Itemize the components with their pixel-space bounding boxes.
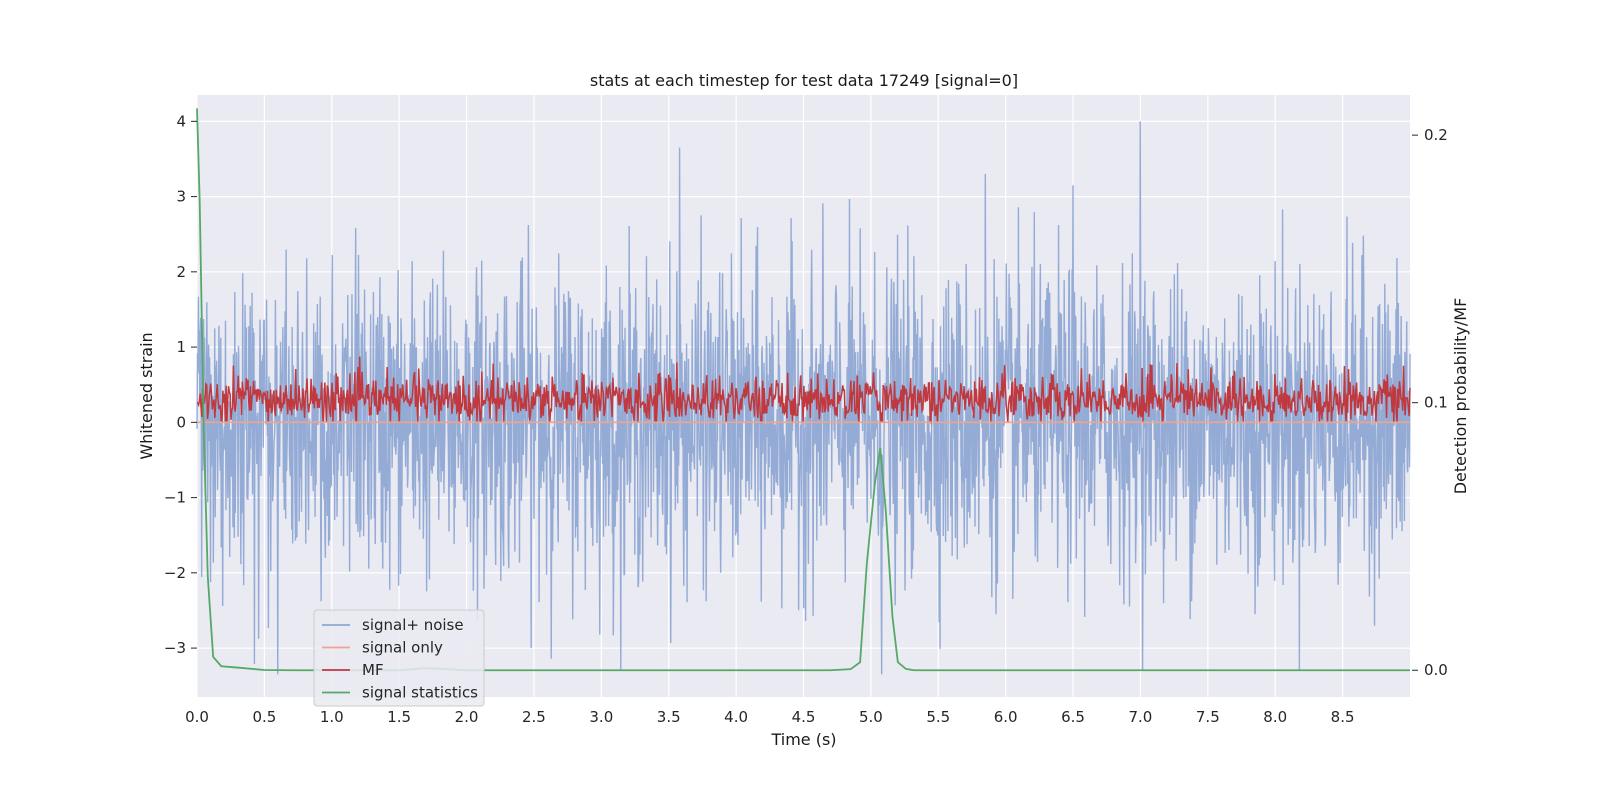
y-axis-ticks: −3 −2 −1 0 1 2 3 4 (164, 112, 197, 657)
legend-label: MF (362, 661, 384, 679)
legend-label: signal only (362, 639, 443, 657)
y-axis-label: Whitened strain (137, 332, 156, 459)
y-right-axis-label: Detection probability/MF (1451, 298, 1470, 495)
legend-box (313, 609, 485, 707)
y-right-tick-label: 0.1 (1424, 394, 1448, 412)
x-tick-label: 4.5 (792, 708, 816, 726)
y-tick-label: 1 (176, 338, 186, 356)
y-tick-label: 3 (176, 188, 186, 206)
series-signal-noise (196, 121, 1411, 675)
series-mf (196, 356, 1411, 426)
x-tick-label: 3.5 (657, 708, 681, 726)
x-tick-label: 4.0 (724, 708, 748, 726)
y-tick-label: −1 (164, 489, 186, 507)
x-tick-label: 1.5 (387, 708, 411, 726)
signal-statistics-line (196, 108, 1410, 672)
legend-label: signal+ noise (362, 616, 464, 634)
signal-noise-line (196, 121, 1411, 675)
y-tick-label: 4 (176, 112, 186, 130)
chart-title: stats at each timestep for test data 172… (590, 71, 1018, 90)
mf-line (196, 356, 1411, 426)
legend: signal+ noise signal only MF signal statist… (313, 609, 485, 707)
x-tick-label: 7.0 (1129, 708, 1153, 726)
y-tick-label: −3 (164, 639, 186, 657)
x-tick-label: 8.5 (1331, 708, 1355, 726)
x-tick-label: 8.0 (1263, 708, 1287, 726)
series-signal-statistics (196, 108, 1410, 672)
x-tick-label: 0.0 (185, 708, 209, 726)
x-tick-label: 6.0 (994, 708, 1018, 726)
y-tick-label: 0 (176, 413, 186, 431)
y-right-tick-label: 0.0 (1424, 661, 1448, 679)
x-tick-label: 0.5 (252, 708, 276, 726)
x-tick-label: 7.5 (1196, 708, 1220, 726)
x-tick-label: 2.5 (522, 708, 546, 726)
y-tick-label: 2 (176, 263, 186, 281)
x-tick-label: 2.0 (455, 708, 479, 726)
y-right-axis-ticks: 0.0 0.1 0.2 (1412, 126, 1448, 679)
x-axis-label: Time (s) (770, 730, 836, 749)
y-right-tick-label: 0.2 (1424, 126, 1448, 144)
x-tick-label: 1.0 (320, 708, 344, 726)
x-tick-label: 5.5 (926, 708, 950, 726)
x-axis-ticks: 0.0 0.5 1.0 1.5 2.0 2.5 3.0 3.5 4.0 4.5 5.0 5.5 6.0 6… (185, 708, 1354, 726)
x-tick-label: 3.0 (589, 708, 613, 726)
legend-label: signal statistics (362, 684, 478, 702)
y-tick-label: −2 (164, 564, 186, 582)
x-tick-label: 5.0 (859, 708, 883, 726)
x-tick-label: 6.5 (1061, 708, 1085, 726)
